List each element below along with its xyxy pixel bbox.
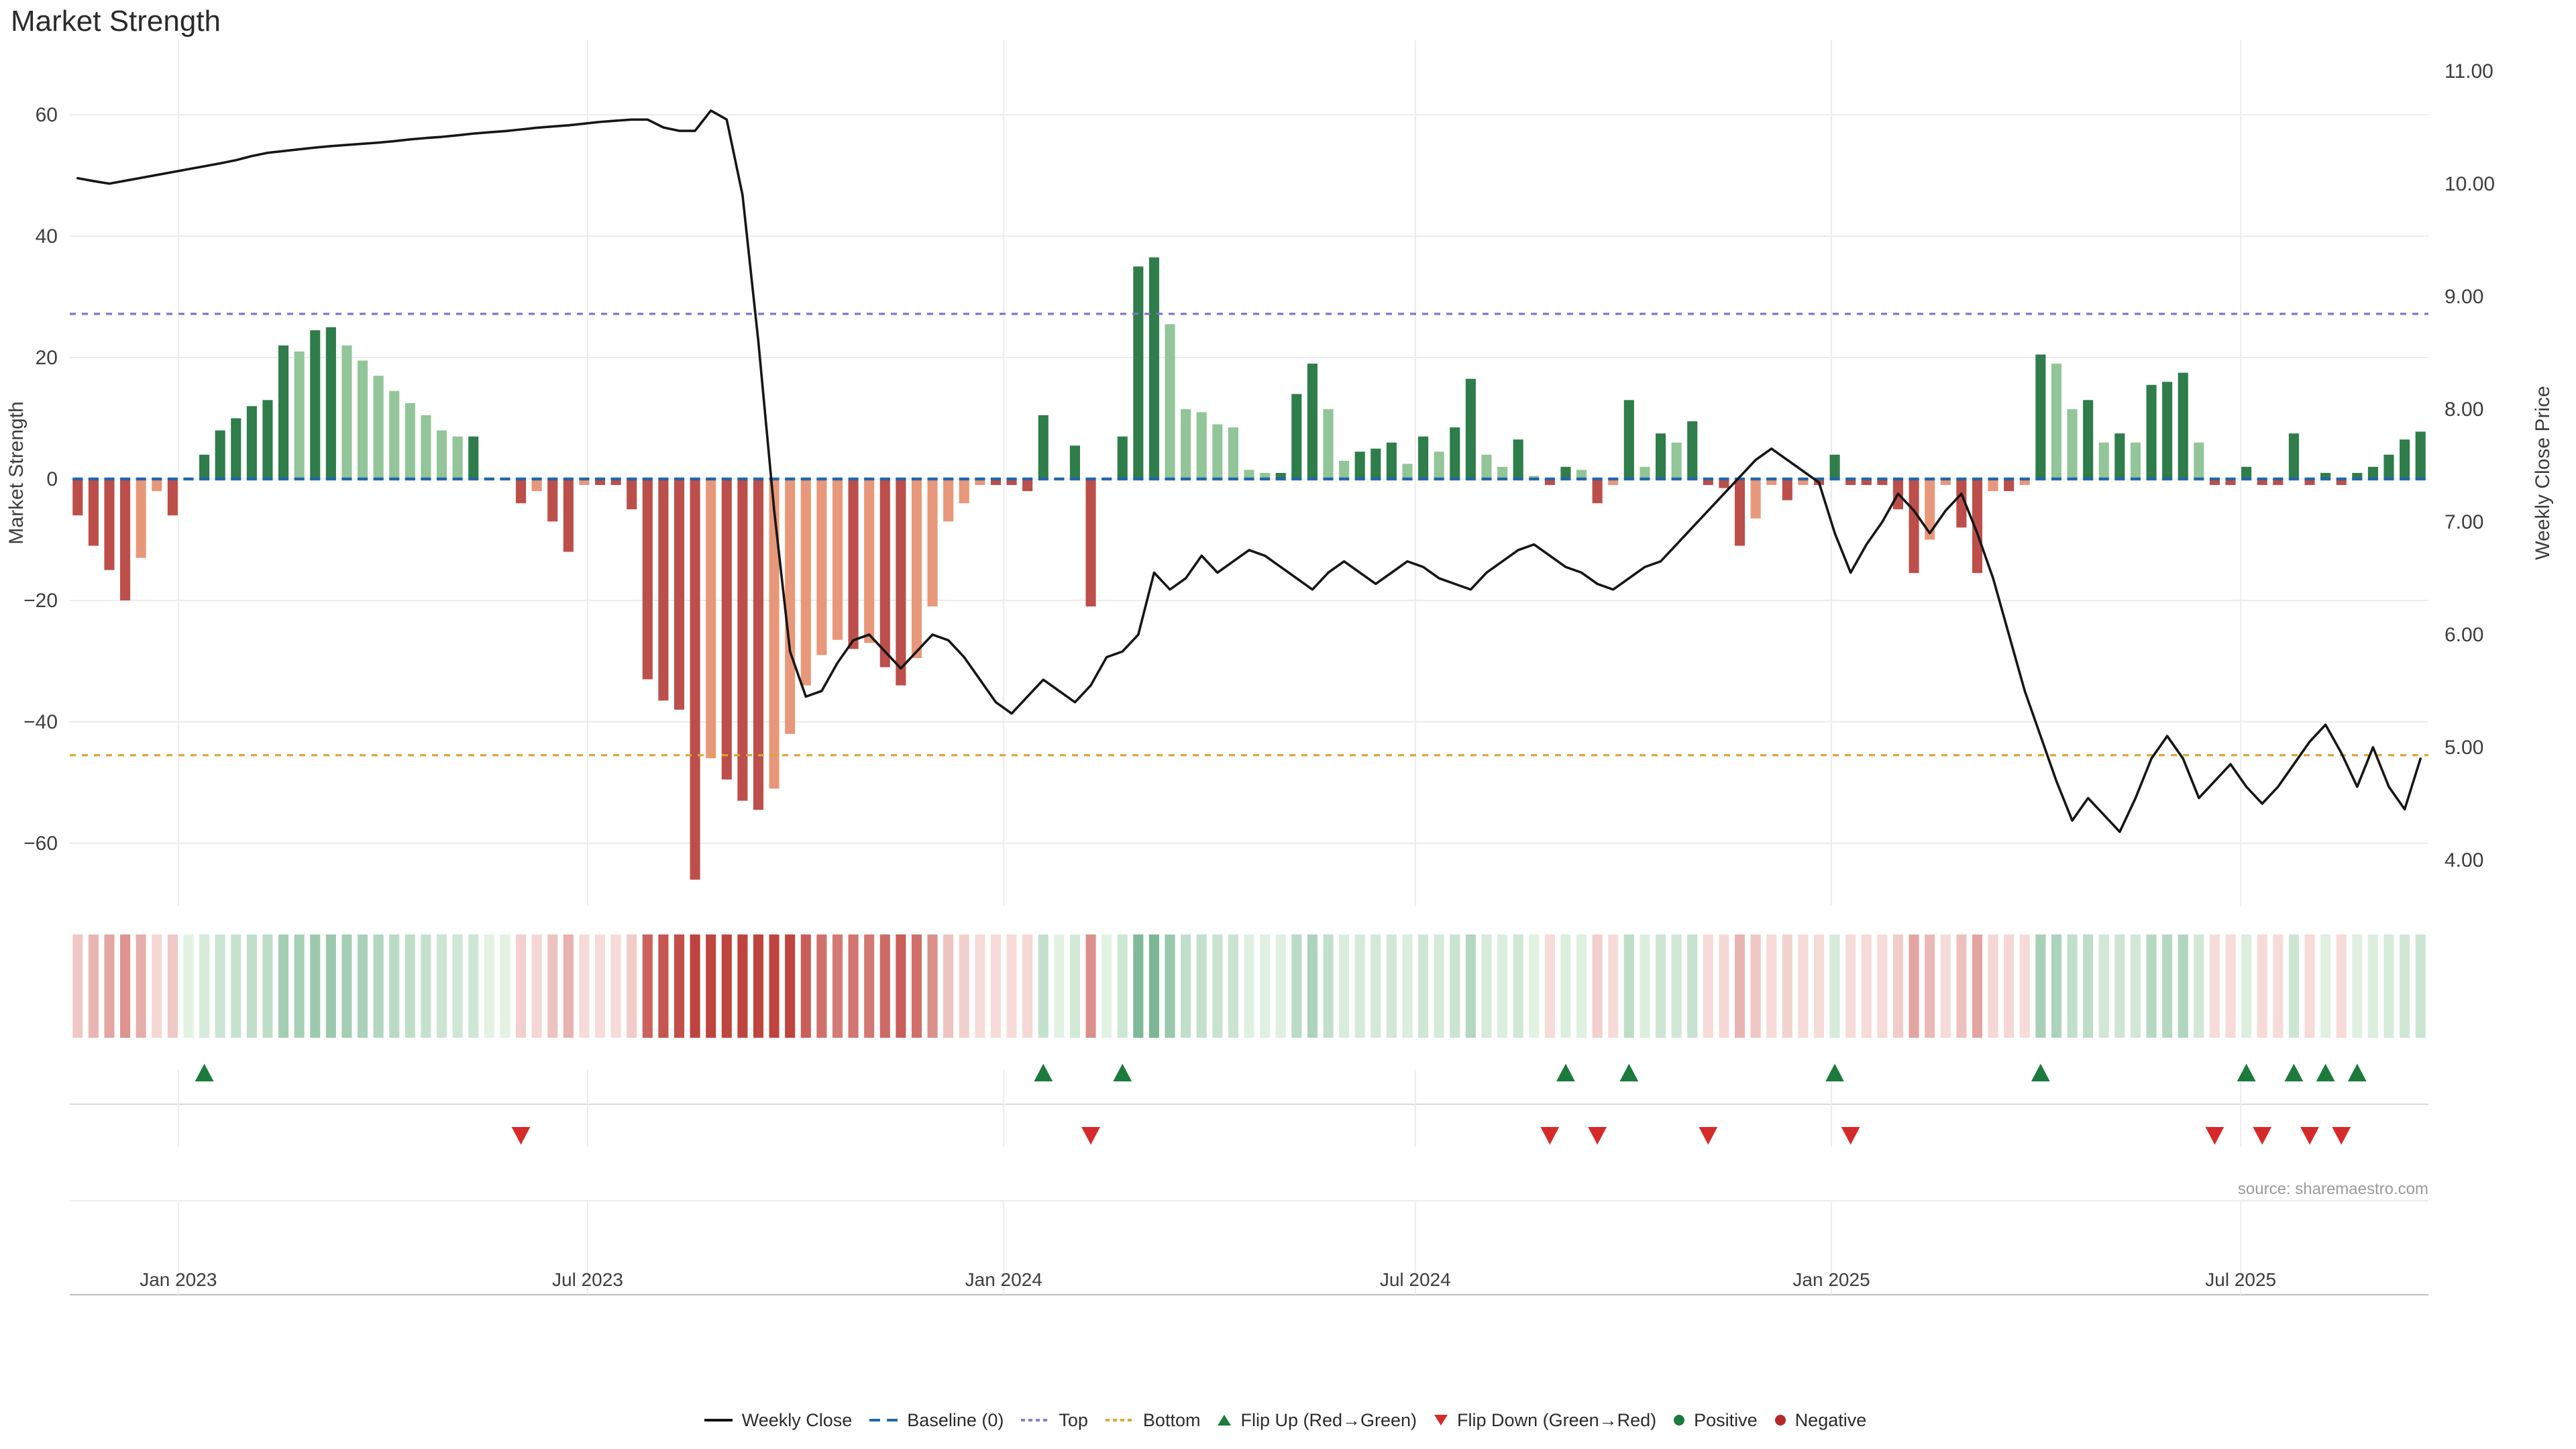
svg-text:Jul 2023: Jul 2023: [552, 1269, 623, 1290]
svg-text:−40: −40: [23, 711, 58, 733]
svg-text:6.00: 6.00: [2445, 624, 2483, 646]
svg-text:Jul 2025: Jul 2025: [2205, 1269, 2276, 1290]
svg-text:10.00: 10.00: [2445, 173, 2495, 195]
svg-text:Weekly Close Price: Weekly Close Price: [2532, 386, 2554, 560]
svg-text:Jan 2024: Jan 2024: [965, 1269, 1042, 1290]
svg-text:−20: −20: [23, 590, 58, 612]
svg-text:7.00: 7.00: [2445, 511, 2483, 533]
svg-text:5.00: 5.00: [2445, 737, 2483, 759]
svg-text:8.00: 8.00: [2445, 398, 2483, 421]
svg-text:Market Strength: Market Strength: [5, 401, 28, 544]
svg-text:11.00: 11.00: [2445, 60, 2493, 83]
svg-text:source: sharemaestro.com: source: sharemaestro.com: [2238, 1180, 2428, 1198]
svg-text:60: 60: [36, 104, 58, 126]
svg-text:Jan 2025: Jan 2025: [1792, 1269, 1870, 1290]
svg-text:−60: −60: [23, 833, 58, 855]
svg-text:20: 20: [36, 347, 58, 369]
svg-text:40: 40: [36, 225, 58, 248]
svg-text:Jul 2024: Jul 2024: [1380, 1269, 1451, 1290]
svg-text:4.00: 4.00: [2445, 849, 2483, 871]
svg-text:Jan 2023: Jan 2023: [140, 1269, 217, 1290]
svg-text:Market Strength: Market Strength: [11, 5, 221, 38]
svg-text:0: 0: [46, 468, 58, 490]
svg-text:9.00: 9.00: [2445, 286, 2483, 308]
